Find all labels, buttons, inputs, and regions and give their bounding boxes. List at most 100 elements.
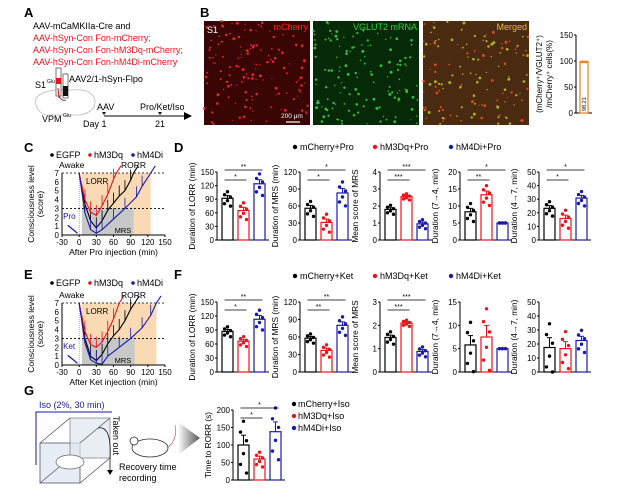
panel-label-c: C — [24, 140, 34, 155]
lorr-label: LORR — [86, 307, 108, 316]
cell-dot — [241, 80, 244, 83]
cell-dot — [507, 77, 511, 81]
data-point — [417, 219, 422, 224]
y-tick-label: 1 — [55, 352, 60, 361]
data-point — [423, 227, 428, 231]
data-point — [468, 201, 473, 206]
cell-dot — [377, 32, 379, 35]
cell-dot — [372, 81, 375, 84]
data-point — [547, 200, 552, 204]
virus-line-1: AAV-mCaMKIIa-Cre and — [33, 21, 130, 31]
y-tick-label: 90 — [288, 316, 297, 325]
cell-dot — [354, 88, 358, 91]
cell-dot — [428, 83, 432, 86]
bar — [464, 344, 477, 373]
data-point — [225, 190, 230, 194]
cell-dot — [388, 92, 392, 96]
y-tick-label: 120 — [201, 312, 215, 321]
cell-dot — [366, 39, 369, 42]
cell-dot — [326, 109, 329, 112]
cell-dot — [360, 44, 363, 46]
cell-dot — [347, 109, 351, 112]
y-tick-label: 0 — [55, 361, 60, 370]
cell-dot — [427, 111, 431, 114]
y-tick-label: 20 — [527, 209, 536, 218]
data-point — [337, 200, 342, 204]
cell-dot — [325, 86, 328, 89]
cell-dot — [237, 65, 240, 68]
data-point — [308, 199, 313, 204]
cell-dot — [424, 42, 428, 46]
data-point — [324, 350, 329, 355]
drug-arrow — [67, 354, 78, 364]
data-point — [417, 225, 422, 229]
bar-chart-d4: 0 5 10 15 20 Duration (7→4, min) *** — [430, 164, 512, 245]
cell-dot — [375, 106, 379, 110]
cell-dot — [504, 40, 508, 44]
data-point — [343, 322, 348, 326]
cell-dot — [246, 52, 249, 55]
virus-line-4: AAV-hSyn-Con Fon-hM4Di-mCherry — [33, 57, 178, 67]
cell-dot — [433, 80, 437, 84]
y-tick-label: 90 — [288, 185, 297, 194]
cell-dot — [502, 92, 504, 95]
legend-hm4di-iso: hM4Di+Iso — [298, 423, 341, 433]
y-tick-label: 6 — [55, 308, 60, 317]
cell-dot — [269, 30, 271, 32]
cell-dot — [422, 79, 425, 83]
data-point — [311, 341, 316, 345]
cell-dot — [510, 91, 513, 94]
data-point — [343, 333, 348, 338]
data-point — [257, 320, 262, 325]
data-point — [327, 355, 332, 359]
cell-dot — [451, 74, 454, 77]
virus-line-2: AAV-hSyn-Con Fon-mCherry; — [33, 33, 151, 43]
timeline-day1: Day 1 — [83, 119, 107, 129]
y-tick-label: 30 — [288, 351, 297, 360]
significance-stars: *** — [402, 294, 410, 301]
cell-dot — [410, 38, 413, 42]
cell-dot — [314, 43, 317, 46]
cell-dot — [295, 81, 298, 84]
data-point — [225, 325, 230, 329]
cell-dot — [423, 108, 427, 112]
mrs-label: MRS — [115, 356, 132, 365]
cell-dot — [450, 38, 454, 42]
data-point — [566, 343, 571, 348]
cell-dot — [526, 35, 530, 39]
data-point — [238, 337, 243, 341]
cell-dot — [314, 55, 317, 58]
data-point — [420, 218, 425, 222]
y-tick-label: 50 — [564, 83, 573, 92]
cell-dot — [404, 88, 406, 90]
data-point — [582, 195, 587, 199]
x-tick-label: 60 — [109, 368, 118, 377]
cell-dot — [325, 21, 329, 24]
bar-chart-d2: 0 30 60 90 120 Duration of MRS (min) * * — [270, 164, 352, 247]
data-point — [257, 185, 262, 190]
y-tick-label: 30 — [205, 222, 214, 231]
cell-dot — [434, 43, 436, 45]
data-point — [228, 204, 233, 208]
cell-dot — [389, 48, 392, 52]
data-point — [401, 193, 406, 197]
cell-dot — [435, 91, 439, 95]
cell-dot — [441, 116, 445, 120]
data-point — [308, 209, 313, 213]
cell-dot — [252, 45, 255, 49]
y-tick-label: 120 — [284, 168, 298, 177]
legend-egfp: EGFP — [56, 278, 81, 288]
panel-label-e: E — [24, 267, 33, 282]
cell-dot — [411, 95, 415, 99]
y-tick-label: 5 — [55, 187, 60, 196]
cell-dot — [249, 107, 252, 110]
cell-dot — [327, 23, 329, 25]
data-point — [343, 204, 348, 208]
data-point — [244, 471, 249, 475]
data-point — [305, 212, 310, 216]
cell-dot — [343, 36, 345, 38]
cell-dot — [516, 45, 519, 48]
cell-dot — [508, 40, 511, 42]
cell-dot — [466, 52, 469, 55]
